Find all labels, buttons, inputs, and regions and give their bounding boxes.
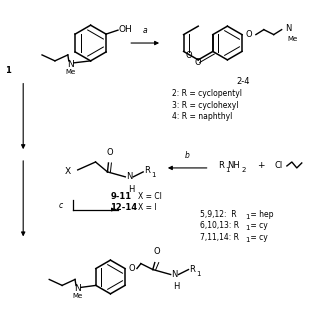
Text: = cy: = cy (248, 233, 268, 242)
Text: N: N (75, 284, 81, 293)
Text: 4: R = naphthyl: 4: R = naphthyl (172, 112, 232, 121)
Text: Me: Me (288, 36, 298, 42)
Text: 2: 2 (241, 167, 246, 173)
Text: 1: 1 (245, 225, 250, 231)
Text: 2: R = cyclopentyl: 2: R = cyclopentyl (172, 89, 242, 98)
Text: R: R (219, 162, 224, 171)
Text: 1: 1 (245, 213, 250, 220)
Text: 1: 1 (151, 172, 156, 178)
Text: O: O (129, 264, 136, 273)
Text: N: N (126, 172, 133, 181)
Text: H: H (128, 185, 135, 194)
Text: N: N (68, 60, 74, 69)
Text: X = I: X = I (138, 203, 157, 212)
Text: 1: 1 (245, 237, 250, 243)
Text: O: O (246, 30, 252, 39)
Text: +: + (257, 162, 265, 171)
Text: = cy: = cy (248, 221, 268, 230)
Text: O: O (194, 58, 201, 67)
Text: Me: Me (66, 69, 76, 75)
Text: 6,10,13: R: 6,10,13: R (200, 221, 239, 230)
Text: c: c (59, 201, 63, 210)
Text: 2-4: 2-4 (236, 77, 250, 86)
Text: 1: 1 (5, 66, 11, 75)
Text: OH: OH (119, 25, 133, 34)
Text: 3: R = cyclohexyl: 3: R = cyclohexyl (172, 100, 238, 109)
Text: 1: 1 (225, 167, 230, 173)
Text: O: O (153, 247, 160, 256)
Text: 7,11,14: R: 7,11,14: R (200, 233, 239, 242)
Text: N: N (172, 270, 178, 279)
Text: X: X (65, 167, 71, 176)
Text: Cl: Cl (275, 162, 283, 171)
Text: b: b (184, 151, 189, 160)
Text: N: N (286, 24, 292, 33)
Text: 1: 1 (196, 270, 201, 276)
Text: a: a (143, 26, 148, 35)
Text: = hep: = hep (248, 210, 274, 219)
Text: 9-11: 9-11 (110, 192, 132, 201)
Text: R: R (144, 166, 150, 175)
Text: 5,9,12:  R: 5,9,12: R (200, 210, 236, 219)
Text: R: R (189, 265, 195, 274)
Text: Me: Me (73, 293, 83, 299)
Text: H: H (174, 283, 180, 292)
Text: O: O (106, 148, 113, 157)
Text: O: O (186, 51, 192, 60)
Text: NH: NH (228, 162, 240, 171)
Text: X = Cl: X = Cl (138, 192, 162, 201)
Text: 12-14: 12-14 (110, 203, 138, 212)
